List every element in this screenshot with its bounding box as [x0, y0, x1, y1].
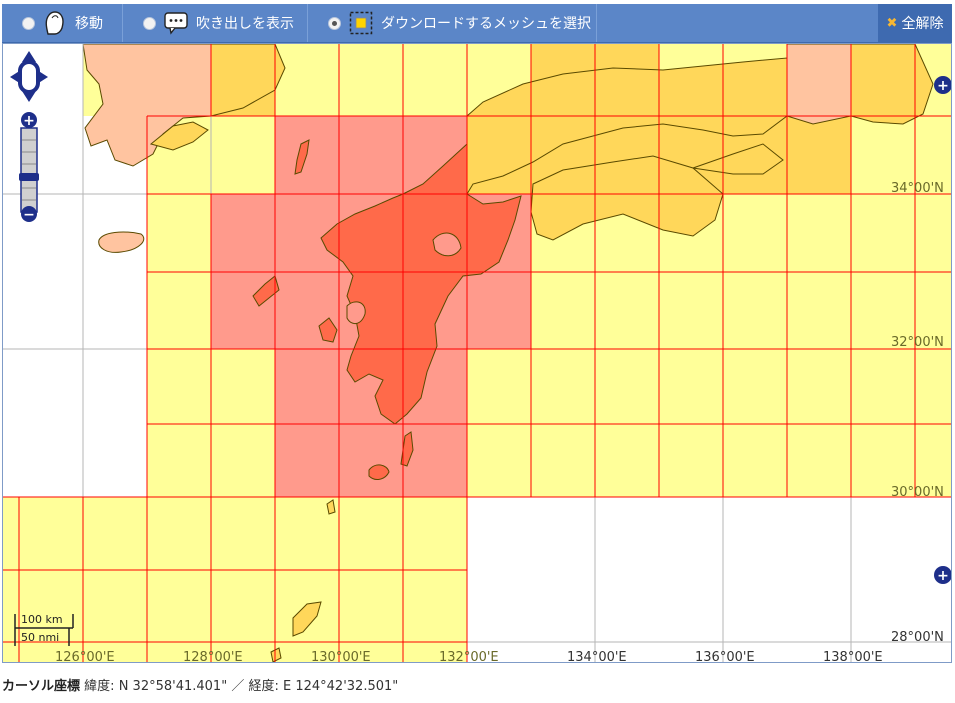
coastline [82, 44, 934, 662]
latitude-labels: 34°00'N 32°00'N 30°00'N 28°00'N [891, 181, 944, 645]
lat-value: N 32°58'41.401" [118, 679, 228, 694]
longitude-labels: 126°00'E 128°00'E 130°00'E 132°00'E 134°… [55, 650, 883, 663]
zoom-slider-track[interactable] [20, 127, 38, 213]
mesh-cell[interactable] [467, 424, 952, 497]
lon-label: 132°00'E [439, 650, 499, 663]
mesh-cell[interactable] [851, 116, 952, 194]
cursor-coord-label: カーソル座標 [2, 679, 81, 694]
mesh-select-icon [349, 10, 373, 36]
scale-km-label: 100 km [21, 613, 63, 626]
zoom-control[interactable]: + − [19, 112, 39, 223]
mesh-cell[interactable] [147, 194, 211, 272]
callout-label: 吹き出しを表示 [196, 16, 294, 32]
lon-label: 経度: [248, 679, 279, 694]
clear-all-label: 全解除 [901, 16, 944, 32]
mesh-cell[interactable] [147, 272, 211, 349]
map-canvas[interactable]: 126°00'E 128°00'E 130°00'E 132°00'E 134°… [3, 44, 952, 663]
lon-label: 138°00'E [823, 650, 883, 663]
mesh-cell[interactable] [787, 116, 851, 194]
lat-label: 28°00'N [891, 630, 944, 645]
zoom-in-button[interactable] [21, 112, 37, 128]
lon-label: 130°00'E [311, 650, 371, 663]
expand-top-button[interactable]: + [934, 76, 952, 94]
speech-bubble-icon [164, 10, 188, 36]
select-mesh-tool[interactable]: ダウンロードするメッシュを選択 [308, 4, 597, 42]
move-label: 移動 [75, 16, 103, 32]
coord-separator: ／ [231, 679, 245, 694]
plus-icon: + [937, 568, 949, 584]
lon-value: E 124°42'32.501" [283, 679, 399, 694]
mesh-cell-selected[interactable] [275, 424, 467, 497]
hand-icon [43, 10, 67, 36]
pan-down-icon[interactable] [22, 91, 36, 102]
lon-label: 128°00'E [183, 650, 243, 663]
pan-control[interactable] [10, 51, 48, 102]
scale-nmi-label: 50 nmi [21, 631, 59, 644]
plus-icon: + [23, 113, 35, 129]
map-view[interactable]: 126°00'E 128°00'E 130°00'E 132°00'E 134°… [2, 43, 952, 663]
minus-icon: − [23, 207, 35, 223]
mesh-select-radio[interactable] [328, 16, 341, 30]
move-tool[interactable]: 移動 [2, 4, 123, 42]
zoom-out-button[interactable] [21, 206, 37, 222]
plus-icon: + [937, 78, 949, 94]
move-radio[interactable] [22, 16, 35, 30]
lat-label: 緯度: [84, 679, 115, 694]
mesh-cell[interactable] [467, 349, 952, 424]
pan-up-icon[interactable] [22, 51, 36, 62]
expand-bottom-button[interactable]: + [934, 566, 952, 584]
mesh-cell[interactable] [531, 272, 952, 349]
lat-label: 32°00'N [891, 335, 944, 350]
show-callout-tool[interactable]: 吹き出しを表示 [123, 4, 308, 42]
clear-all-button[interactable]: ✖ 全解除 [878, 4, 952, 42]
scale-bar: 100 km 50 nmi [14, 613, 74, 646]
lon-label: 126°00'E [55, 650, 115, 663]
lat-label: 30°00'N [891, 485, 944, 500]
zoom-slider-handle[interactable] [19, 173, 39, 181]
mesh-cell[interactable] [275, 44, 467, 116]
map-toolbar: 移動 吹き出しを表示 ダウンロードするメッシュを選択 ✖ 全解除 [2, 4, 952, 43]
mesh-select-label: ダウンロードするメッシュを選択 [381, 16, 591, 32]
lon-label: 134°00'E [567, 650, 627, 663]
close-icon: ✖ [886, 15, 898, 31]
mesh-cell[interactable] [3, 497, 467, 663]
mesh-grid [3, 44, 951, 662]
callout-radio[interactable] [143, 16, 156, 30]
cursor-coordinates: カーソル座標 緯度: N 32°58'41.401" ／ 経度: E 124°4… [2, 675, 398, 694]
lon-label: 136°00'E [695, 650, 755, 663]
lat-label: 34°00'N [891, 181, 944, 196]
